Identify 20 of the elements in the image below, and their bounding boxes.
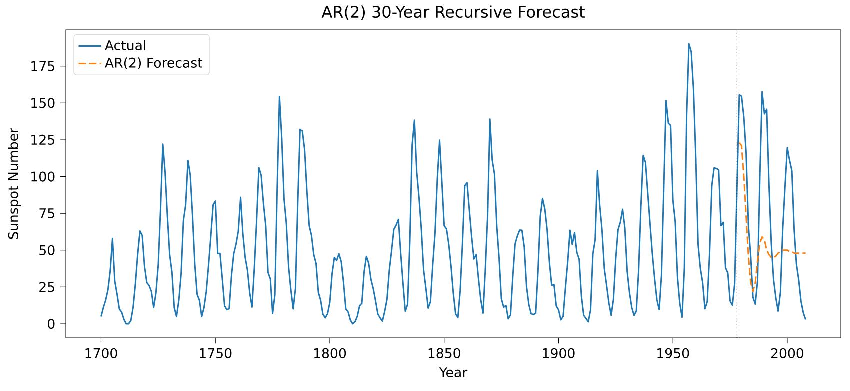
x-tick-label: 1700 xyxy=(86,348,118,358)
y-tick-label: 150 xyxy=(32,98,55,108)
y-tick-label: 25 xyxy=(40,282,54,292)
y-tick-label: 100 xyxy=(32,172,55,182)
y-tick-label: 75 xyxy=(40,208,54,219)
y-tick-label: 175 xyxy=(32,61,54,72)
y-tick-label: 0 xyxy=(48,318,55,330)
chart-title: AR(2) 30-Year Recursive Forecast xyxy=(322,6,585,20)
y-tick-label: 125 xyxy=(32,134,54,146)
y-tick-label: 50 xyxy=(40,245,55,256)
x-tick-label: 1750 xyxy=(200,348,232,358)
y-axis-title: Sunspot Number xyxy=(8,128,22,240)
x-tick-label: 1900 xyxy=(543,348,575,358)
legend-label: AR(2) Forecast xyxy=(105,58,203,70)
x-axis-title: Year xyxy=(439,368,468,378)
legend-label: Actual xyxy=(105,40,146,51)
x-tick-label: 1800 xyxy=(314,348,346,358)
x-tick-label: 2000 xyxy=(771,348,804,358)
x-tick-label: 1950 xyxy=(658,348,690,358)
x-tick-label: 1850 xyxy=(428,348,460,358)
